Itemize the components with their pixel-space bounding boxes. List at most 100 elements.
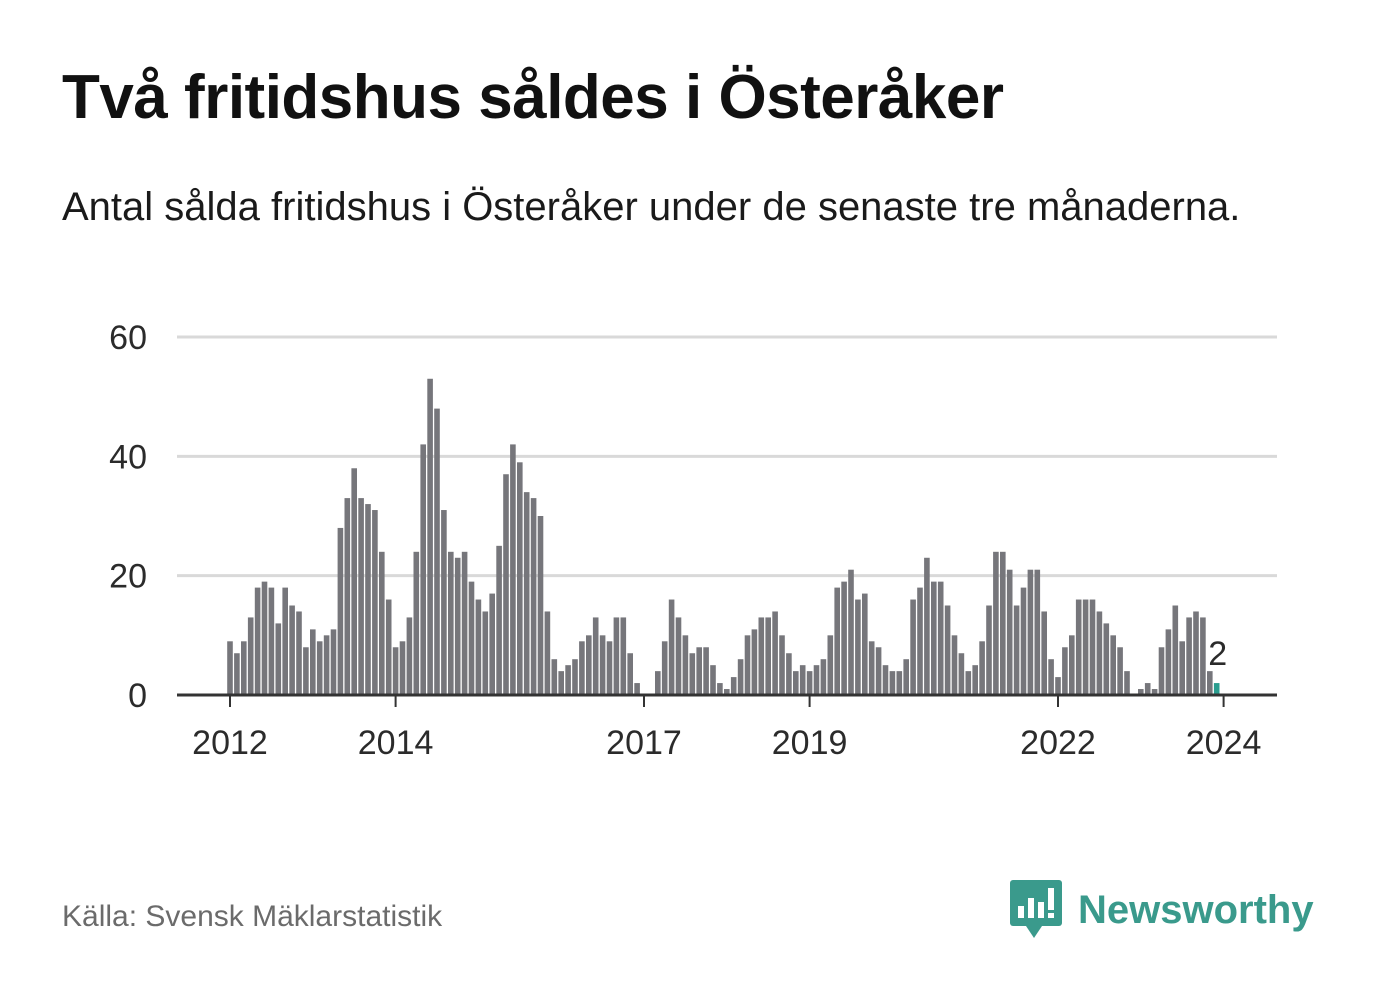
bar [813, 665, 820, 695]
bar [489, 593, 495, 695]
bar [972, 665, 978, 695]
bar [1062, 647, 1068, 695]
bar [737, 659, 744, 695]
bar [917, 587, 923, 695]
bar [351, 468, 357, 695]
bar [303, 647, 309, 695]
bar [1020, 587, 1027, 695]
newsworthy-logo: Newsworthy [1010, 880, 1314, 940]
y-tick-label: 40 [109, 438, 147, 476]
bar [337, 527, 344, 695]
bar [627, 653, 633, 695]
bar [1193, 611, 1199, 695]
bar [730, 677, 737, 695]
bar [558, 671, 564, 695]
bar [254, 587, 261, 695]
bar [1082, 599, 1089, 695]
bar [1144, 683, 1151, 695]
bar [544, 611, 551, 695]
bar [1041, 611, 1047, 695]
bar [1110, 635, 1116, 695]
bar [875, 647, 882, 695]
bar [937, 581, 944, 695]
bar [744, 635, 751, 695]
bar [1172, 605, 1179, 695]
bar [530, 498, 537, 695]
bar [586, 635, 592, 695]
bar [896, 671, 903, 695]
newsworthy-logo-icon [1010, 880, 1062, 938]
bar [717, 683, 723, 695]
bar [365, 504, 371, 695]
x-tick-label: 2017 [606, 724, 682, 762]
bar [296, 611, 302, 695]
x-tick-label: 2024 [1186, 724, 1262, 762]
bar [510, 444, 516, 695]
bar [1207, 671, 1213, 695]
bar [1138, 689, 1144, 695]
bar [323, 635, 330, 695]
bar [889, 671, 896, 695]
bar [420, 444, 426, 695]
chart-subtitle: Antal sålda fritidshus i Österåker under… [62, 185, 1241, 229]
bar [599, 635, 606, 695]
bar [454, 557, 461, 695]
bar [372, 510, 378, 695]
bar [241, 641, 247, 695]
bar [868, 641, 875, 695]
bar [461, 551, 468, 695]
bar [551, 659, 558, 695]
bar [310, 629, 316, 695]
bar [910, 599, 916, 695]
bar [358, 498, 364, 695]
bar-highlight [1213, 683, 1220, 695]
bar [579, 641, 585, 695]
bar [634, 683, 640, 695]
bar [848, 569, 854, 695]
bar [786, 653, 792, 695]
bar [537, 516, 544, 695]
bar [841, 581, 847, 695]
bar [261, 581, 268, 695]
bar [399, 641, 406, 695]
bar [793, 671, 799, 695]
bar [1165, 629, 1172, 695]
bar [427, 378, 433, 695]
bar [724, 689, 730, 695]
bar-annotation: 2 [1208, 635, 1227, 673]
y-tick-label: 20 [109, 558, 147, 596]
bar [951, 635, 958, 695]
bar [1069, 635, 1075, 695]
bar [993, 551, 999, 695]
bar [606, 641, 613, 695]
bar [689, 653, 696, 695]
bar [1006, 569, 1013, 695]
bar [523, 492, 530, 695]
bar [441, 510, 447, 695]
bar [979, 641, 985, 695]
bar [496, 545, 502, 695]
bar [986, 605, 992, 695]
bar-chart: 0 20 40 60 2012 2014 2017 2019 2022 2024 2 [109, 319, 1277, 762]
bar [1048, 659, 1054, 695]
bar [613, 617, 620, 695]
bar [903, 659, 909, 695]
x-tick-label: 2014 [358, 724, 434, 762]
bar [779, 635, 785, 695]
brand-name: Newsworthy [1078, 887, 1314, 932]
bar [765, 617, 771, 695]
bars [227, 378, 1220, 695]
bar [668, 599, 675, 695]
bar [227, 641, 233, 695]
bar [710, 665, 716, 695]
bar [827, 635, 834, 695]
bar [517, 462, 523, 695]
x-tick-label: 2012 [192, 724, 268, 762]
bar [834, 587, 840, 695]
bar [1013, 605, 1020, 695]
bar [931, 581, 937, 695]
chart-title: Två fritidshus såldes i Österåker [62, 63, 1004, 132]
bar [275, 623, 282, 695]
bar [958, 653, 965, 695]
bar [758, 617, 765, 695]
